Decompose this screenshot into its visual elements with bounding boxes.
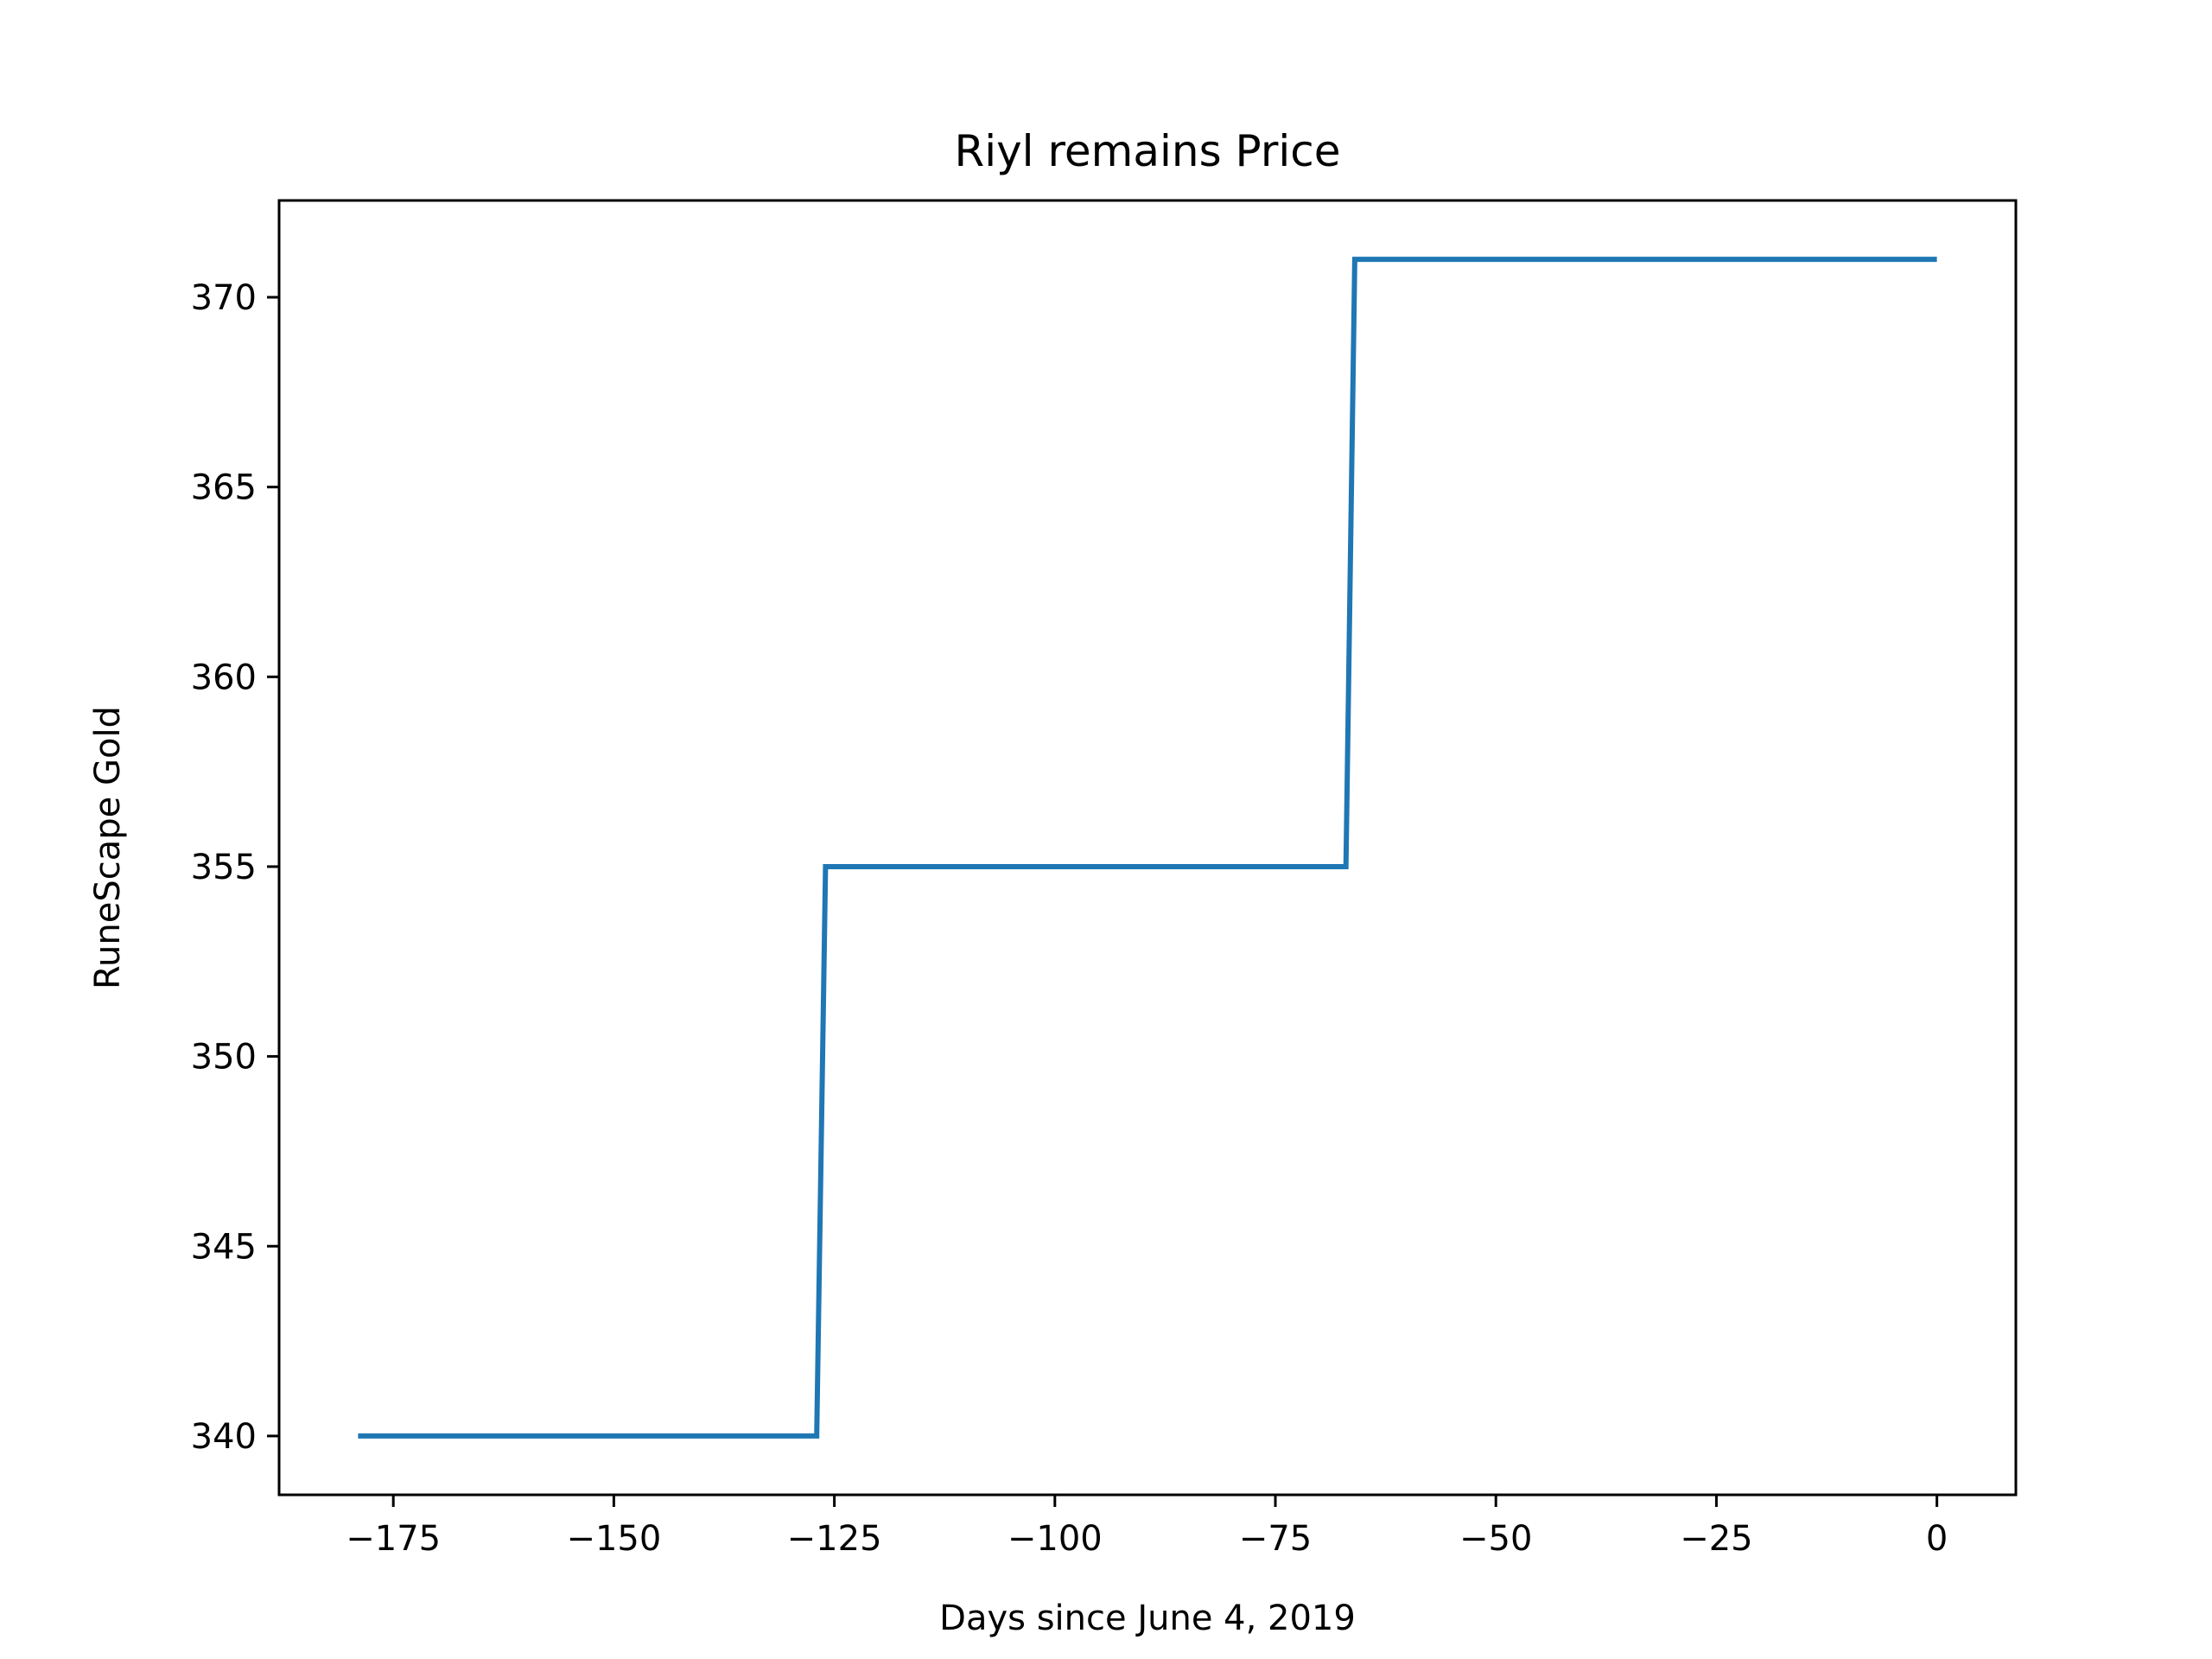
x-tick-label: 0 (1926, 1519, 1948, 1559)
series-line-0 (358, 257, 1937, 1439)
y-axis-label: RuneScape Gold (88, 706, 128, 989)
y-tick-label: 355 (191, 848, 257, 887)
x-tick-label: −125 (787, 1519, 882, 1559)
y-tick-label: 365 (191, 468, 257, 508)
plot-frame (277, 199, 2018, 1497)
y-tick-label: 350 (191, 1038, 257, 1077)
x-axis-label: Days since June 4, 2019 (939, 1599, 1356, 1638)
chart-title: Riyl remains Price (954, 126, 1340, 176)
y-tick-label: 340 (191, 1417, 257, 1457)
y-axis: 340 345 350 355 360 365 370 (191, 278, 279, 1457)
x-tick-label: −50 (1459, 1519, 1532, 1559)
x-axis: −175 −150 −125 −100 −75 −50 −25 0 (346, 1495, 1948, 1559)
plot-layer (358, 257, 1937, 1439)
y-tick-label: 360 (191, 658, 257, 697)
x-tick-label: −75 (1239, 1519, 1312, 1559)
x-tick-label: −25 (1680, 1519, 1752, 1559)
x-tick-label: −175 (346, 1519, 441, 1559)
x-tick-label: −150 (566, 1519, 661, 1559)
x-tick-label: −100 (1007, 1519, 1103, 1559)
y-tick-label: 345 (191, 1227, 257, 1267)
y-tick-label: 370 (191, 278, 257, 318)
